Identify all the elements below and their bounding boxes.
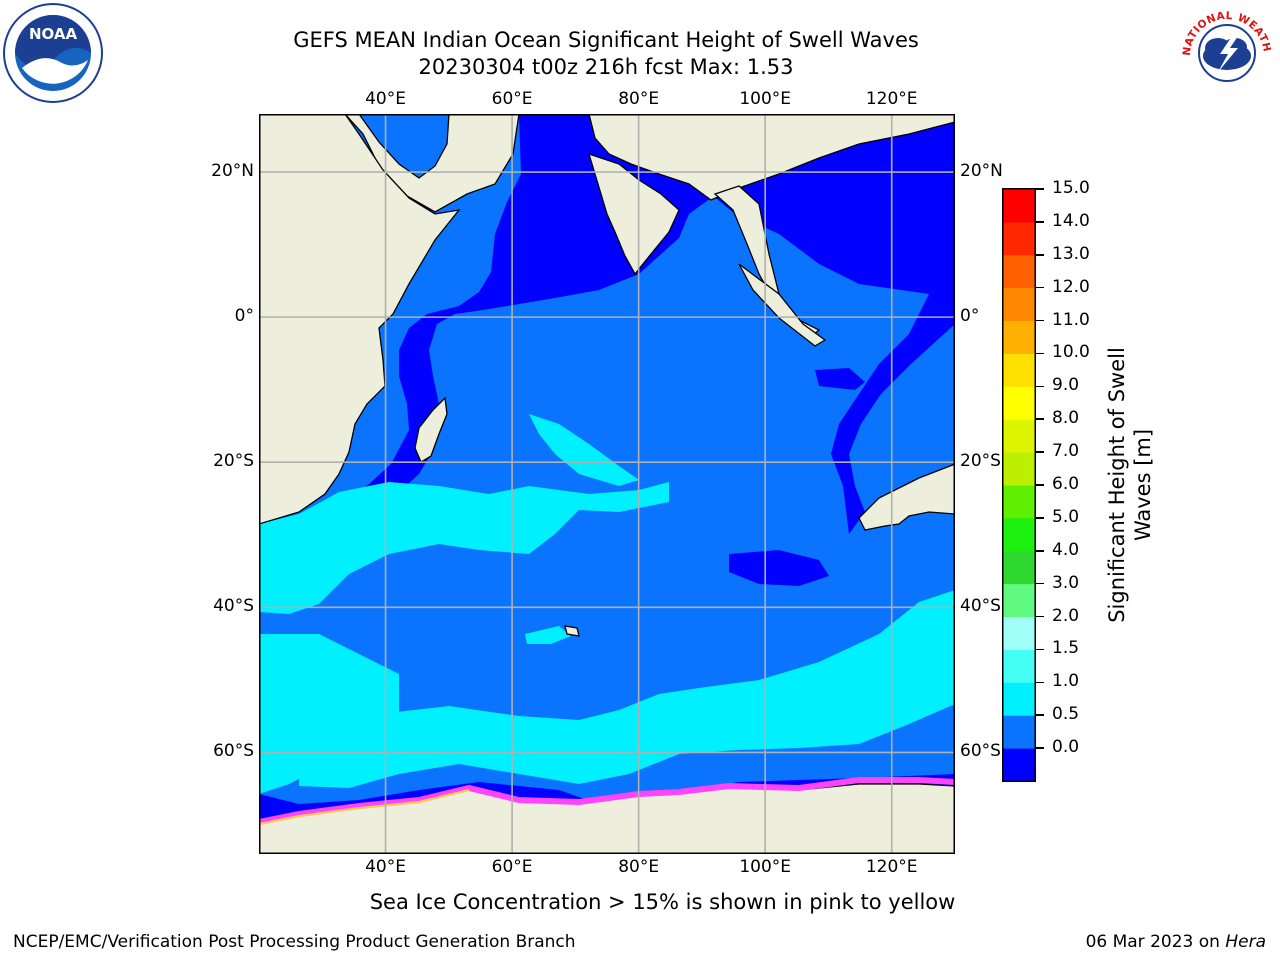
colorbar-tick [1036, 418, 1044, 420]
colorbar-segment [1003, 485, 1035, 519]
credit-left: NCEP/EMC/Verification Post Processing Pr… [13, 932, 576, 952]
map-frame [259, 114, 955, 854]
colorbar-label: 1.5 [1052, 638, 1080, 659]
colorbar-segment [1003, 682, 1035, 716]
colorbar-segment [1003, 583, 1035, 618]
colorbar-tick [1036, 484, 1044, 486]
gridlines [259, 114, 955, 854]
colorbar-tick [1036, 747, 1044, 749]
colorbar-tick [1036, 681, 1044, 684]
colorbar-tick [1036, 188, 1044, 190]
sea-ice-edge [259, 777, 955, 825]
colorbar-label: 6.0 [1052, 474, 1080, 494]
colorbar-label: 9.0 [1052, 375, 1080, 396]
colorbar-tick [1036, 254, 1044, 256]
colorbar-label: 8.0 [1052, 408, 1080, 429]
lat-tick-left: 40°S [213, 596, 254, 617]
colorbar-tick [1036, 615, 1044, 618]
lon-tick-bottom: 100°E [739, 857, 792, 877]
lat-tick-left: 0° [234, 306, 254, 327]
lon-tick-bottom: 60°E [491, 857, 533, 877]
colorbar-segment [1003, 221, 1035, 256]
credit-on: on [1198, 932, 1220, 952]
colorbar-tick [1036, 550, 1044, 552]
lat-tick-right: 0° [960, 306, 980, 327]
noaa-logo: NOAA [3, 3, 103, 103]
colorbar-segment [1003, 386, 1035, 420]
colorbar-segment [1003, 517, 1035, 552]
colorbar-frame [1002, 188, 1036, 782]
colorbar-segment [1003, 189, 1035, 223]
colorbar-segment [1003, 287, 1035, 322]
svg-text:NOAA: NOAA [29, 25, 78, 43]
colorbar-segment [1003, 616, 1035, 650]
colorbar-segment [1003, 320, 1035, 354]
land-masses [259, 114, 955, 854]
lat-tick-right: 40°S [960, 596, 1001, 617]
colorbar-label: 11.0 [1052, 309, 1090, 330]
colorbar-label: 0.5 [1052, 704, 1080, 725]
colorbar-label: 4.0 [1052, 539, 1080, 560]
colorbar-label: 5.0 [1052, 506, 1080, 527]
lon-tick-bottom: 120°E [865, 857, 918, 877]
colorbar-tick [1036, 451, 1044, 453]
colorbar-tick [1036, 582, 1044, 585]
colorbar-label: 10.0 [1052, 342, 1090, 363]
colorbar-label: 0.0 [1052, 737, 1080, 758]
colorbar-title-line2: Waves [m] [1131, 428, 1155, 542]
colorbar-tick [1036, 352, 1044, 355]
colorbar-segment [1003, 254, 1035, 289]
colorbar-tick [1036, 286, 1044, 289]
lat-tick-left: 20°N [211, 161, 254, 182]
colorbar [1002, 188, 1036, 782]
colorbar-segment [1003, 353, 1035, 387]
colorbar-label: 3.0 [1052, 572, 1080, 593]
lon-tick-top: 100°E [739, 89, 792, 109]
lon-tick-top: 60°E [491, 89, 533, 109]
credit-date: 06 Mar 2023 [1085, 932, 1194, 952]
colorbar-label: 1.0 [1052, 671, 1080, 692]
lat-tick-right: 20°S [960, 451, 1001, 472]
colorbar-segment [1003, 452, 1035, 486]
lon-tick-top: 40°E [365, 89, 406, 109]
map-panel [259, 114, 955, 854]
colorbar-segment [1003, 550, 1035, 585]
colorbar-tick [1036, 221, 1044, 223]
sea-ice-note: Sea Ice Concentration > 15% is shown in … [369, 890, 956, 914]
credit-right: 06 Mar 2023 on Hera [1086, 932, 1266, 952]
colorbar-label: 2.0 [1052, 605, 1080, 626]
colorbar-tick [1036, 714, 1044, 716]
credit-host: Hera [1225, 932, 1266, 952]
colorbar-segment [1003, 649, 1035, 683]
colorbar-title-line1: Significant Height of Swell [1105, 347, 1129, 623]
colorbar-tick [1036, 319, 1044, 322]
colorbar-segment [1003, 419, 1035, 453]
colorbar-label: 14.0 [1052, 210, 1090, 231]
colorbar-tick [1036, 517, 1044, 519]
colorbar-label: 13.0 [1052, 243, 1090, 264]
lon-tick-top: 120°E [865, 89, 918, 109]
lat-tick-right: 60°S [960, 741, 1001, 762]
lon-tick-top: 80°E [618, 89, 660, 109]
lon-tick-bottom: 80°E [618, 857, 660, 877]
colorbar-label: 7.0 [1052, 441, 1080, 462]
colorbar-label: 12.0 [1052, 276, 1090, 297]
nws-logo: NATIONAL WEATHER SERVICE [1176, 2, 1275, 101]
lat-tick-right: 20°N [960, 161, 1003, 182]
colorbar-segment [1003, 715, 1035, 749]
colorbar-label: 15.0 [1052, 178, 1090, 198]
sea-ice-edge-high [259, 789, 470, 825]
lat-tick-left: 20°S [213, 451, 254, 472]
colorbar-tick [1036, 385, 1044, 388]
map-title: GEFS MEAN Indian Ocean Significant Heigh… [293, 28, 919, 52]
swell-high-regions [259, 414, 955, 794]
colorbar-tick [1036, 648, 1044, 651]
lon-tick-bottom: 40°E [365, 857, 406, 877]
colorbar-segment [1003, 748, 1035, 782]
map-subtitle: 20230304 t00z 216h fcst Max: 1.53 [418, 55, 794, 79]
lat-tick-left: 60°S [213, 741, 254, 762]
